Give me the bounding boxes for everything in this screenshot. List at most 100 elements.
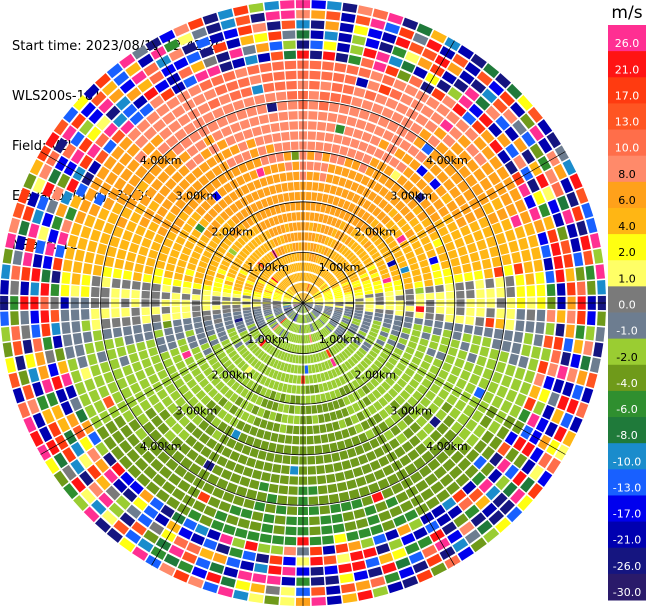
- ppi-gate: [306, 181, 313, 191]
- ppi-gate: [242, 304, 251, 308]
- ppi-gate: [268, 31, 282, 41]
- ppi-gate: [171, 422, 184, 435]
- ppi-gate: [287, 332, 293, 342]
- ppi-gate: [212, 392, 223, 403]
- ppi-gate: [312, 172, 320, 181]
- ppi-gate: [363, 257, 372, 265]
- ppi-gate: [421, 450, 434, 463]
- ppi-gate: [345, 296, 354, 300]
- ppi-gate: [343, 348, 352, 357]
- ppi-gate: [148, 249, 159, 260]
- ppi-gate: [348, 254, 357, 263]
- ppi-gate: [309, 354, 314, 364]
- ppi-gate: [455, 378, 467, 390]
- ppi-gate: [191, 346, 201, 355]
- ppi-gate: [425, 306, 435, 313]
- ppi-gate: [98, 492, 114, 508]
- ppi-gate: [304, 232, 309, 241]
- ppi-gate: [151, 307, 161, 315]
- ppi-gate: [262, 186, 271, 197]
- ppi-gate: [206, 156, 218, 168]
- ppi-gate: [309, 80, 320, 90]
- ppi-gate: [271, 401, 279, 411]
- ppi-gate: [330, 368, 338, 378]
- ppi-gate: [168, 120, 182, 133]
- ppi-gate: [194, 523, 209, 537]
- ppi-gate: [250, 358, 259, 367]
- ppi-gate: [334, 165, 343, 176]
- ppi-gate: [195, 389, 207, 401]
- ppi-gate: [273, 454, 283, 464]
- ppi-gate: [181, 551, 198, 564]
- ppi-gate: [547, 229, 559, 243]
- ppi-gate: [425, 286, 434, 294]
- ppi-gate: [338, 104, 350, 115]
- ppi-gate: [229, 47, 243, 59]
- ppi-gate: [203, 505, 217, 518]
- ppi-gate: [225, 276, 235, 283]
- ppi-gate: [334, 293, 343, 298]
- ppi-gate: [512, 119, 527, 136]
- ppi-gate: [172, 312, 181, 320]
- ppi-gate: [165, 416, 177, 428]
- ppi-gate: [471, 183, 484, 196]
- ppi-gate: [309, 273, 314, 283]
- ppi-gate: [371, 491, 384, 503]
- ppi-gate: [408, 378, 420, 389]
- ppi-gate: [525, 321, 535, 333]
- ppi-gate: [332, 287, 342, 293]
- ppi-gate: [465, 281, 475, 290]
- ppi-gate: [237, 454, 248, 465]
- ppi-gate: [470, 537, 487, 553]
- ppi-gate: [496, 166, 510, 181]
- ppi-gate: [505, 143, 520, 159]
- ppi-gate: [388, 438, 400, 450]
- ppi-gate: [263, 343, 271, 351]
- ppi-gate: [510, 214, 522, 228]
- ppi-gate: [255, 317, 264, 323]
- ppi-gate: [537, 119, 553, 136]
- ppi-gate: [127, 433, 140, 447]
- ppi-gate: [304, 304, 310, 311]
- ppi-gate: [296, 222, 301, 231]
- ppi-gate: [458, 95, 474, 110]
- ppi-gate: [388, 357, 398, 366]
- ppi-gate: [173, 23, 190, 37]
- ppi-gate: [364, 472, 376, 484]
- ppi-gate: [282, 304, 292, 307]
- ppi-gate: [390, 329, 400, 337]
- ppi-gate: [240, 388, 249, 398]
- ppi-gate: [157, 422, 170, 435]
- ppi-gate: [91, 91, 107, 107]
- ppi-gate: [373, 316, 383, 322]
- ppi-gate: [434, 277, 444, 286]
- ppi-gate: [225, 346, 235, 355]
- ppi-gate: [363, 356, 372, 366]
- ppi-gate: [226, 438, 237, 449]
- ppi-gate: [415, 312, 424, 319]
- ppi-gate: [149, 497, 165, 511]
- ppi-gate: [352, 282, 362, 288]
- ppi-gate: [282, 303, 291, 305]
- ppi-gate: [323, 41, 337, 51]
- ppi-gate: [369, 459, 381, 471]
- ppi-gate: [292, 435, 300, 445]
- ppi-gate: [87, 464, 102, 480]
- ppi-gate: [279, 121, 289, 131]
- ppi-gate: [466, 449, 480, 463]
- ppi-gate: [533, 219, 545, 233]
- ppi-gate: [40, 310, 50, 323]
- ppi-gate: [354, 172, 364, 183]
- ppi-gate: [77, 355, 88, 369]
- ppi-gate: [236, 324, 246, 330]
- ppi-gate: [465, 174, 478, 188]
- ppi-gate: [368, 330, 378, 338]
- ppi-gate: [71, 476, 86, 493]
- ppi-gate: [544, 421, 558, 438]
- ppi-gate: [281, 465, 290, 475]
- ppi-gate: [95, 73, 111, 89]
- ppi-gate: [339, 259, 347, 267]
- ppi-gate: [122, 410, 135, 423]
- ppi-gate: [367, 566, 383, 578]
- ppi-gate: [462, 333, 472, 343]
